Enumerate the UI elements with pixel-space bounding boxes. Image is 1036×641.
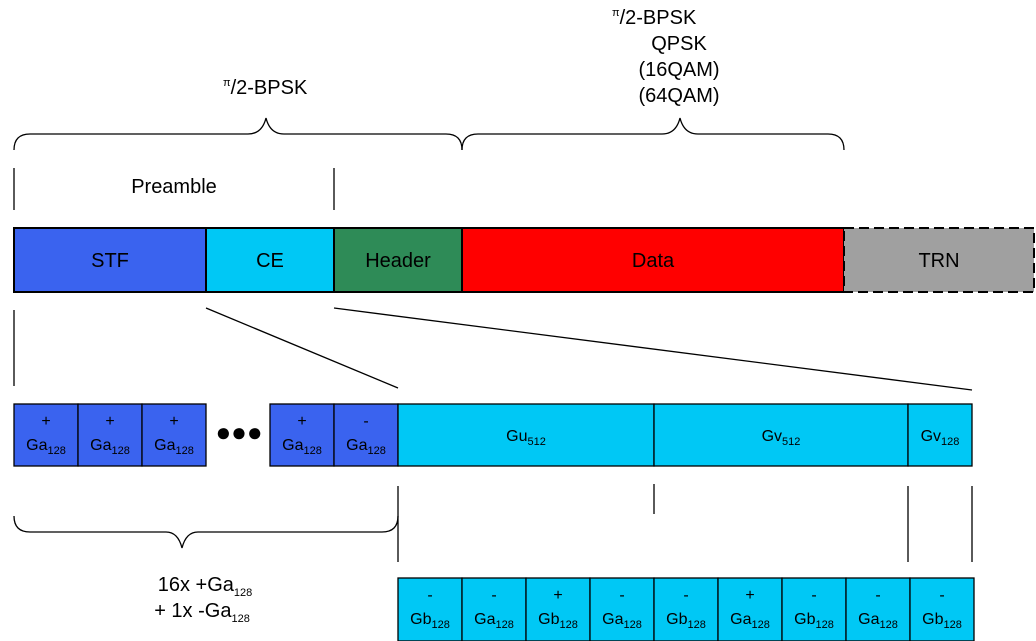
stf-cell-sign: + (169, 413, 178, 430)
ce-sequence-row: - Gb128 - Ga128 + Gb128 - Ga128 - Gb128 + Ga128 - Gb1… (397, 577, 975, 641)
stf-cell-sign: + (105, 413, 114, 430)
ce-sequence-cell (525, 577, 591, 641)
data-modulation-label-3: (16QAM) (638, 59, 719, 81)
ce-sequence-label: Gb128 (922, 611, 962, 631)
stf-expansion-right-line (205, 307, 399, 389)
stf-label: STF (91, 250, 129, 272)
stf-cell-label: Ga128 (26, 437, 66, 457)
stf-segment (13, 227, 207, 293)
ce-sequence-cell (589, 577, 655, 641)
data-modulation-label-1: π/2-BPSK (612, 7, 697, 29)
gu512-label: Gu512 (506, 428, 546, 448)
ce-sequence-sign: - (939, 587, 944, 604)
ce-sequence-sign: + (553, 587, 562, 604)
gv128-block (907, 403, 973, 467)
ce-segment (205, 227, 335, 293)
stf-cell-sign: + (41, 413, 50, 430)
preamble-header-brace (13, 117, 463, 151)
ce-sequence-label: Ga128 (602, 611, 642, 631)
ce-sequence-sign: - (683, 587, 688, 604)
ce-expansion-right-line (333, 307, 973, 391)
header-segment (333, 227, 463, 293)
stf-cell-label: Ga128 (346, 437, 386, 457)
ce-sequence-label: Gb128 (666, 611, 706, 631)
stf-cell-label: Ga128 (90, 437, 130, 457)
stf-expansion-row: + Ga128 + Ga128 + Ga128 + Ga128 - Ga128 (13, 403, 399, 467)
ce-sequence-label: Ga128 (858, 611, 898, 631)
ce-sequence-cell (909, 577, 975, 641)
ce-sequence-sign: - (619, 587, 624, 604)
stf-cell-label: Ga128 (282, 437, 322, 457)
preamble-header-modulation-label: π/2-BPSK (223, 77, 308, 99)
ce-label: CE (256, 250, 284, 272)
ce-sequence-sign: - (875, 587, 880, 604)
data-modulation-label-4: (64QAM) (638, 85, 719, 107)
ce-sequence-sign: + (745, 587, 754, 604)
stf-cell-sign: + (297, 413, 306, 430)
ce-sequence-label: Ga128 (474, 611, 514, 631)
frame-bar: STF CE Header Data TRN (13, 227, 1035, 293)
ce-sequence-label: Ga128 (730, 611, 770, 631)
ce-sequence-cell (717, 577, 783, 641)
trn-segment (843, 227, 1035, 293)
ce-sequence-cell (397, 577, 463, 641)
stf-summary-line-2: + 1x -Ga128 (154, 600, 250, 625)
ce-sequence-label: Gb128 (794, 611, 834, 631)
data-modulation-label-2: QPSK (651, 33, 707, 55)
ellipsis: ●●● (215, 417, 262, 447)
ce-sequence-cell (781, 577, 847, 641)
ce-sequence-label: Gb128 (410, 611, 450, 631)
gv128-label: Gv128 (921, 428, 960, 448)
data-segment (461, 227, 845, 293)
data-label: Data (632, 250, 675, 272)
ce-sequence-sign: - (491, 587, 496, 604)
stf-cell (141, 403, 207, 467)
data-brace (461, 117, 845, 151)
stf-cell-label: Ga128 (154, 437, 194, 457)
stf-cell-sign: - (363, 413, 368, 430)
stf-summary-line-1: 16x +Ga128 (158, 574, 253, 599)
trn-label: TRN (918, 250, 959, 272)
preamble-label: Preamble (131, 176, 217, 198)
gu512-block (397, 403, 655, 467)
ce-sequence-cell (653, 577, 719, 641)
ce-sequence-cell (845, 577, 911, 641)
stf-cell (77, 403, 143, 467)
gv512-label: Gv512 (762, 428, 801, 448)
ce-sequence-label: Gb128 (538, 611, 578, 631)
stf-cell (13, 403, 79, 467)
header-label: Header (365, 250, 431, 272)
ce-sequence-cell (461, 577, 527, 641)
stf-summary-brace (13, 515, 399, 549)
ce-sequence-sign: - (811, 587, 816, 604)
ce-expansion-row: Gu512 Gv512 Gv128 (397, 403, 973, 467)
ce-sequence-sign: - (427, 587, 432, 604)
